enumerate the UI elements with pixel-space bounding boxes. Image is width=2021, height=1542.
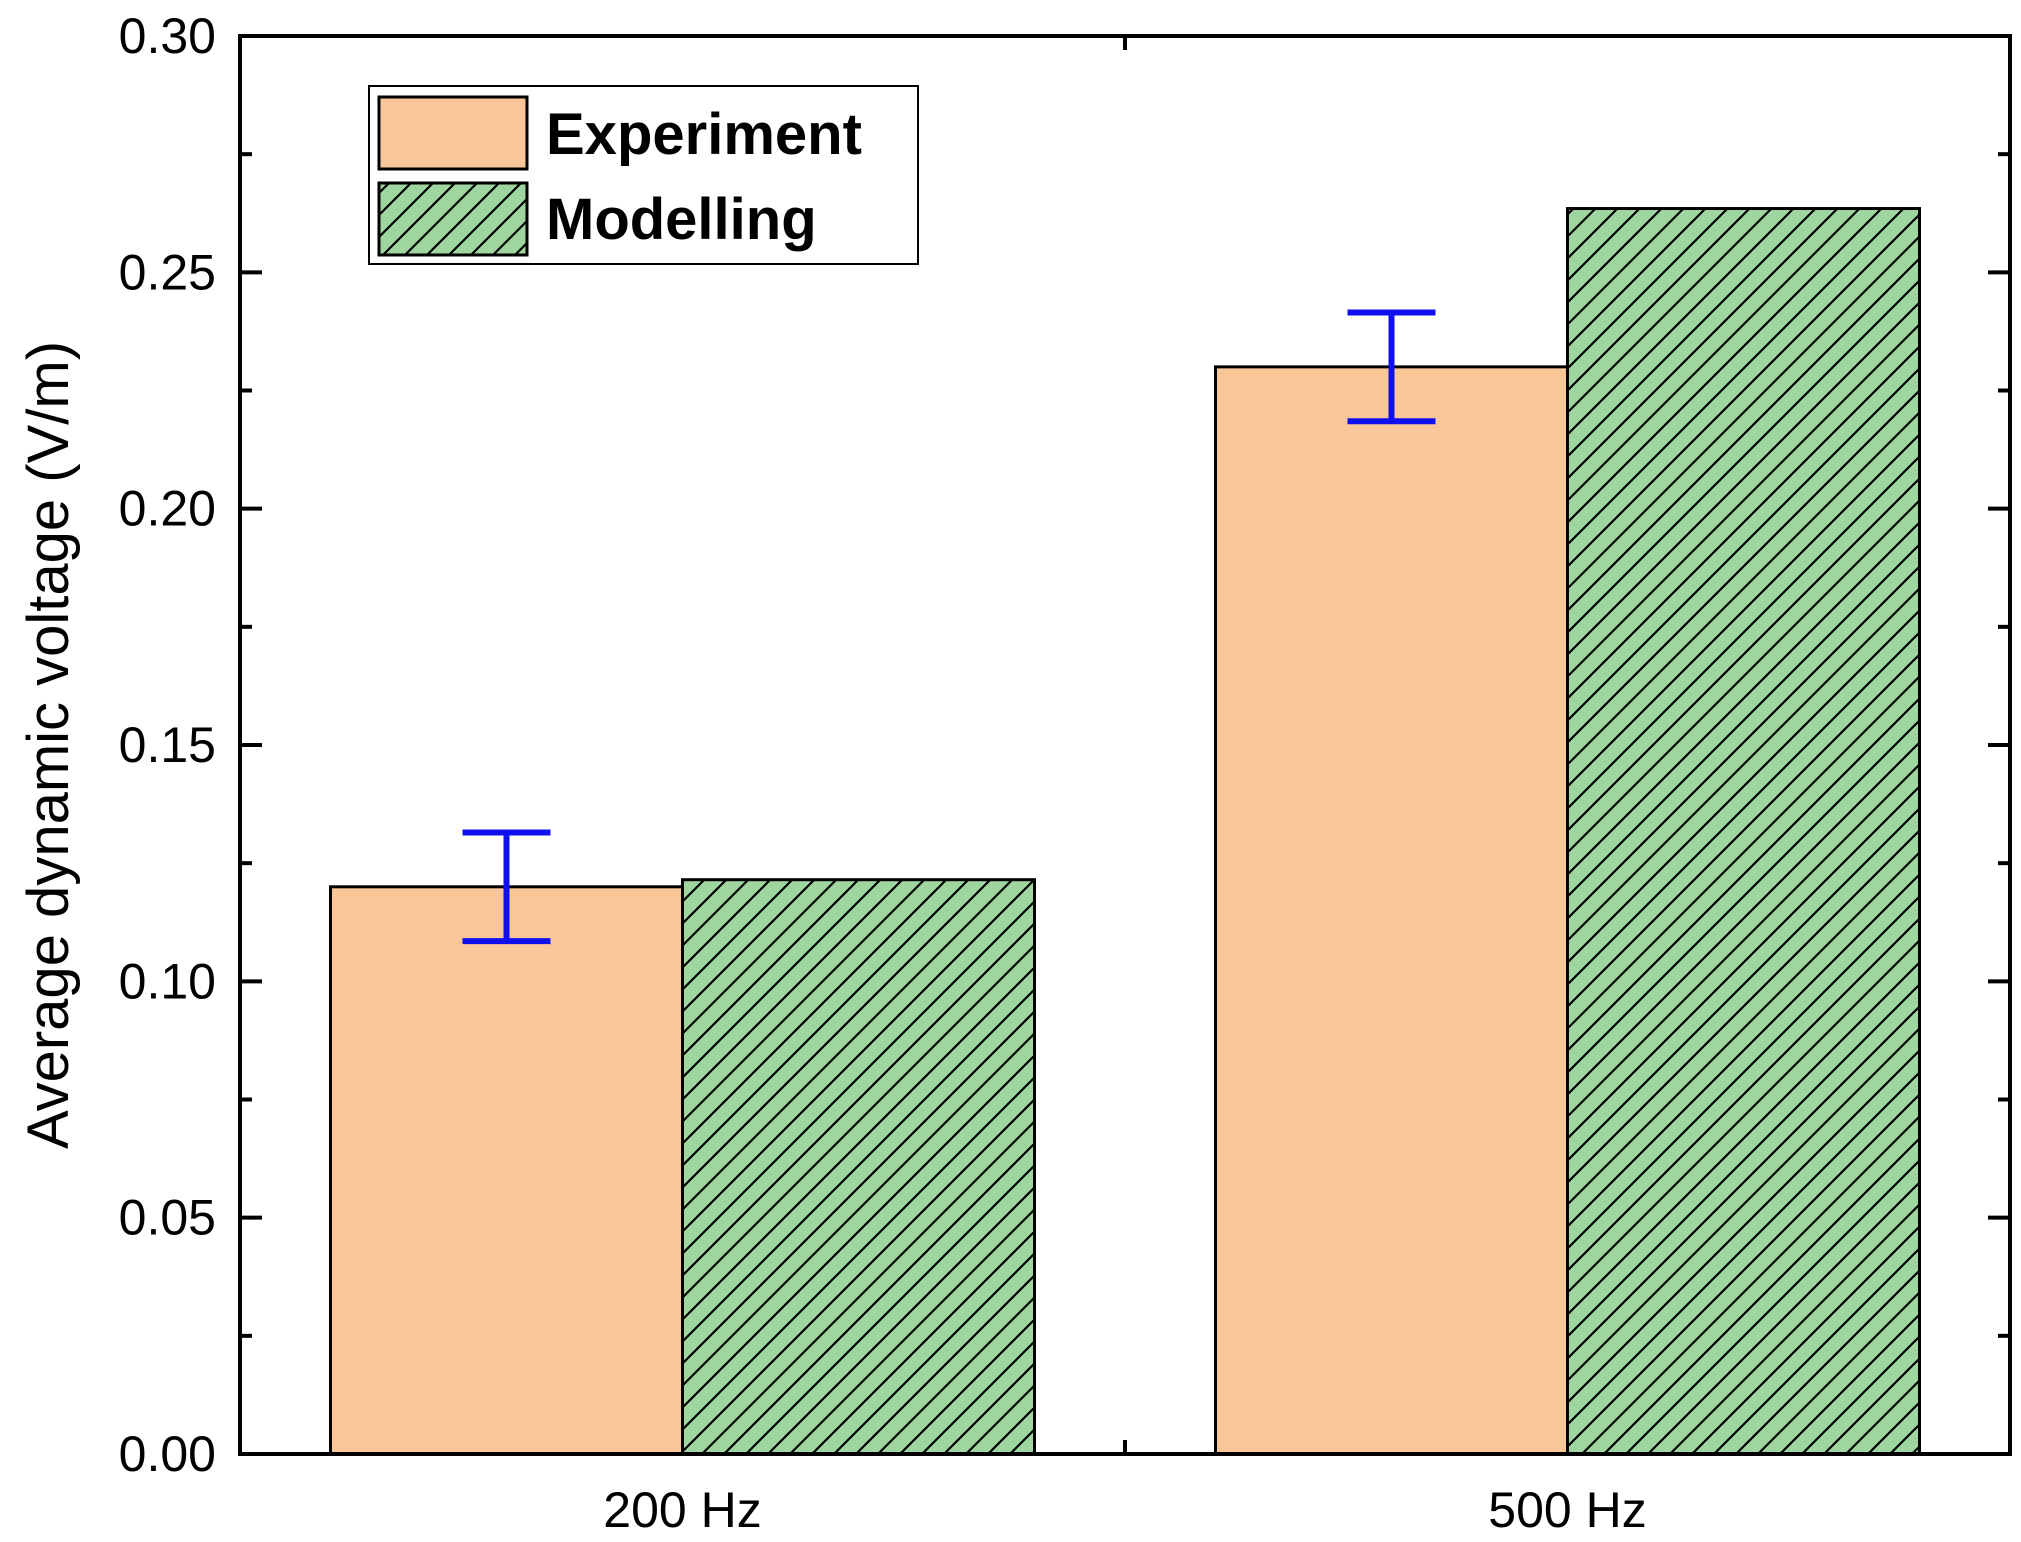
y-tick-label: 0.05 (119, 1190, 216, 1246)
bar-experiment-500hz (1214, 365, 1569, 1456)
legend-label-experiment: Experiment (546, 102, 862, 167)
bars-layer (329, 207, 1921, 1456)
bar-modelling-500hz (1566, 207, 1921, 1456)
y-tick-label: 0.10 (119, 953, 216, 1009)
legend: Experiment Modelling (368, 85, 919, 265)
legend-swatch-experiment (377, 95, 529, 171)
y-tick-label: 0.00 (119, 1426, 216, 1482)
legend-label-modelling: Modelling (546, 187, 817, 252)
y-ticks-layer: 0.00 0.05 0.10 0.15 0.20 0.25 0.30 (119, 8, 2010, 1482)
x-tick-label-500hz: 500 Hz (1488, 1482, 1646, 1538)
y-tick-label: 0.15 (119, 717, 216, 773)
bar-modelling-200hz (681, 878, 1036, 1456)
legend-swatch-modelling (377, 181, 529, 257)
y-axis-title: Average dynamic voltage (V/m) (16, 341, 81, 1149)
x-ticks-layer: 200 Hz 500 Hz (603, 36, 1647, 1538)
bar-experiment-200hz (329, 885, 684, 1456)
y-tick-label: 0.25 (119, 244, 216, 300)
y-tick-label: 0.20 (119, 481, 216, 537)
error-bars-layer (462, 309, 1436, 945)
x-tick-label-200hz: 200 Hz (603, 1482, 761, 1538)
y-tick-label: 0.30 (119, 8, 216, 64)
